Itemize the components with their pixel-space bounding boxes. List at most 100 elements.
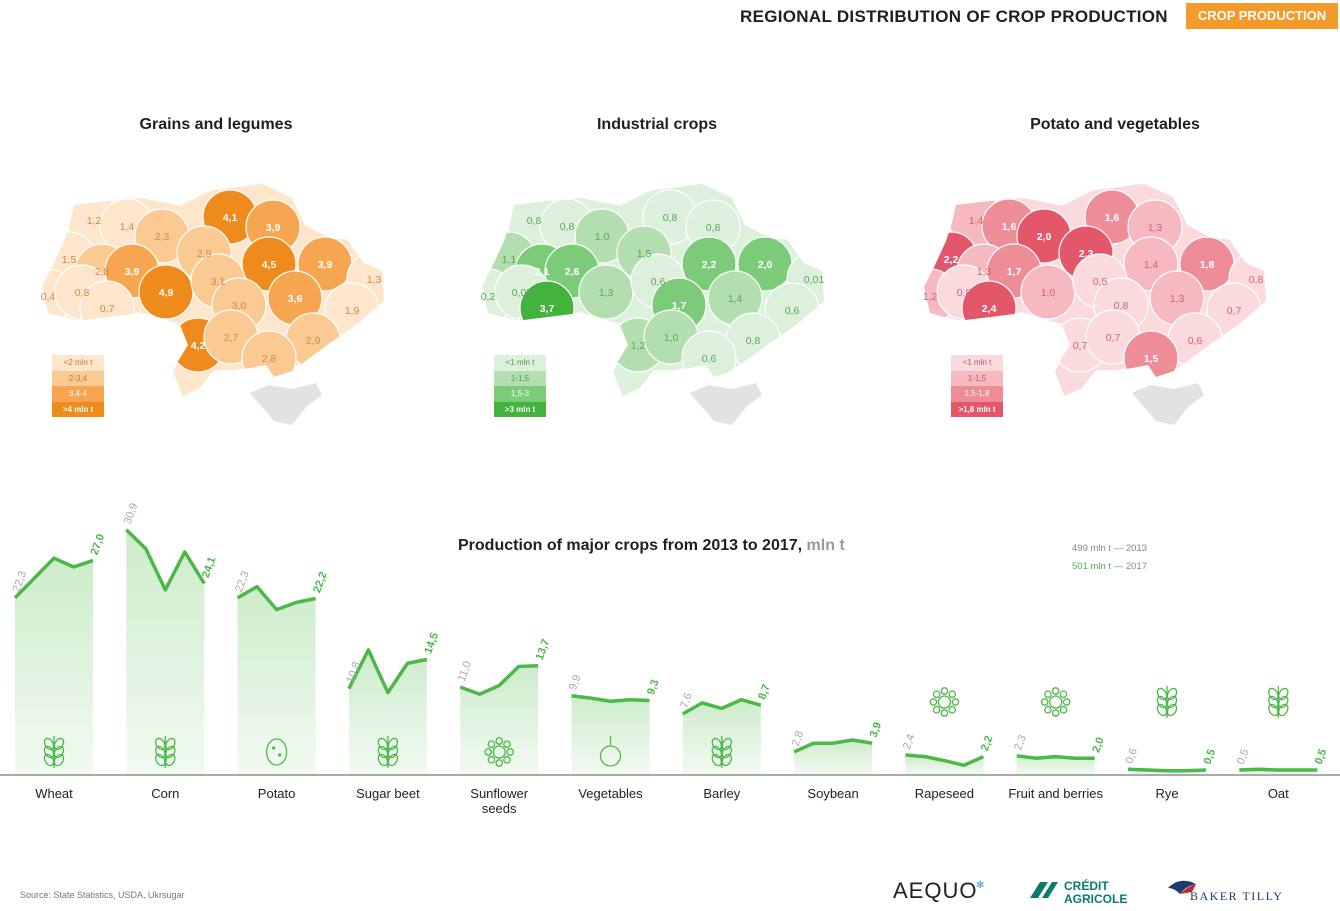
region-value: 3,9 <box>125 266 140 278</box>
crop-area <box>571 695 650 774</box>
region-value: 0,5 <box>1093 276 1108 288</box>
region-value: 1,2 <box>87 215 102 227</box>
legend-item: 1-1,5 <box>494 370 546 386</box>
region-value: 2,0 <box>758 259 773 271</box>
label-2017: 9,3 <box>645 678 662 696</box>
crop-area <box>1016 755 1095 774</box>
label-2013: 0,5 <box>1235 748 1252 766</box>
region-value: 1,6 <box>1105 212 1120 224</box>
crop-area <box>237 586 316 774</box>
region-value: 3,0 <box>232 300 247 312</box>
label-2017: 3,9 <box>868 721 885 739</box>
potato-legend: <1 mln t 1-1,5 1,5-1,8 >1,8 mln t <box>951 355 1003 417</box>
region-value: 2,2 <box>702 259 717 271</box>
legend-item: >3 mln t <box>494 401 546 417</box>
grains-map: 1,2 1,4 2,3 4,1 3,9 1,5 2,8 3,9 2,9 4,5 3,9 1,3 0,4 0… <box>41 182 385 425</box>
svg-text:BAKER TILLY: BAKER TILLY <box>1190 889 1283 903</box>
crop-label: Rye <box>1155 786 1179 801</box>
corn-icon <box>155 736 176 768</box>
map-title-potato: Potato and vegetables <box>1030 116 1200 133</box>
region-value: 0,7 <box>100 303 115 315</box>
label-2013: 9,9 <box>567 673 584 691</box>
cherry-icon <box>1040 687 1071 717</box>
region-value: 1,4 <box>969 215 984 227</box>
wheat-icon <box>43 736 65 768</box>
crop-production-chart: 22,327,030,924,122,3 22,210,814,511,013,7… <box>0 502 1340 776</box>
region-value: 1,5 <box>62 254 77 266</box>
region-value: 1,3 <box>599 287 614 299</box>
barley-icon <box>711 736 733 768</box>
region-value: 1,3 <box>977 266 992 278</box>
region-value: 1,6 <box>1002 221 1017 233</box>
crop-line <box>571 694 650 704</box>
region-value: 1,2 <box>631 340 646 352</box>
region-value: 2,8 <box>262 353 277 365</box>
crop-label: Sunflower seeds <box>470 786 529 816</box>
legend-2017: 501 mln t — 2017 <box>1072 558 1147 576</box>
region-value: 0,8 <box>527 215 542 227</box>
region-value: 2,4 <box>982 303 997 315</box>
legend-item: >4 mln t <box>52 401 104 417</box>
legend-item: 3,4-4 <box>52 386 104 402</box>
region-value: 2,6 <box>565 266 580 278</box>
label-2017: 22,2 <box>311 570 330 594</box>
rapeseed-icon <box>929 687 960 717</box>
label-2017: 2,0 <box>1090 736 1107 754</box>
region-value: 1,4 <box>1144 259 1159 271</box>
region-value: 1,0 <box>664 332 679 344</box>
region-value: 1,5 <box>1144 353 1159 365</box>
region-value: 0,2 <box>481 291 496 303</box>
crop-label: Soybean <box>807 786 859 801</box>
baker-tilly-logo-mark: BAKER TILLY <box>1168 880 1283 903</box>
region-value: 1,9 <box>345 305 360 317</box>
region-value: 0,7 <box>1106 332 1121 344</box>
legend-item: 1-1,5 <box>951 370 1003 386</box>
label-2013: 11,0 <box>456 660 474 683</box>
map-title-industrial: Industrial crops <box>596 116 718 133</box>
crop-label: Oat <box>1267 786 1289 801</box>
crop-line <box>793 738 873 754</box>
region-value: 2,9 <box>197 248 212 260</box>
crimea-shape <box>690 383 762 425</box>
crop-label: Potato <box>257 786 296 801</box>
crimea-shape <box>1132 383 1204 425</box>
credit-agricole-logo-mark: CRÉDIT AGRICOLE <box>1030 878 1127 906</box>
crop-line <box>681 697 762 716</box>
svg-text:✻: ✻ <box>976 880 984 891</box>
crop-line <box>1239 767 1318 772</box>
region-value: 2,3 <box>1079 248 1094 260</box>
region-value: 1,4 <box>120 221 135 233</box>
crop-line <box>459 663 539 696</box>
crop-line <box>905 753 985 768</box>
page-title: REGIONAL DISTRIBUTION OF CROP PRODUCTION <box>740 7 1168 26</box>
region-value: 0,8 <box>746 335 761 347</box>
legend-total-2013: 499 mln t <box>1072 543 1112 554</box>
crop-label: Vegetables <box>578 786 643 801</box>
crop-label: Barley <box>703 786 741 801</box>
legend-item: <2 mln t <box>52 355 104 371</box>
crop-area <box>348 649 427 774</box>
legend-total-2017: 501 mln t <box>1072 561 1112 572</box>
page-header: REGIONAL DISTRIBUTION OF CROP PRODUCTION… <box>0 0 1340 34</box>
region-value: 2,3 <box>155 231 170 243</box>
oat-icon <box>1268 686 1289 718</box>
label-2013: 7,6 <box>678 691 695 709</box>
region-value: 0,07 <box>512 287 533 299</box>
crop-area <box>905 755 984 774</box>
crop-label: Rapeseed <box>914 786 975 801</box>
legend-2013: 499 mln t — 2013 <box>1072 540 1147 558</box>
region-value: 0,8 <box>560 221 575 233</box>
crop-line <box>125 528 206 592</box>
label-2017: 24,1 <box>200 555 219 579</box>
svg-text:AEQUO: AEQUO <box>893 878 977 903</box>
region-value: 0,8 <box>1249 274 1264 286</box>
region-value: 4,2 <box>191 340 206 352</box>
label-2017: 14,5 <box>422 631 441 655</box>
credit-agricole-logo: CRÉDIT AGRICOLE <box>1028 876 1153 911</box>
region-value: 2,9 <box>306 335 321 347</box>
label-2017: 27,0 <box>89 532 108 556</box>
region-value: 3,7 <box>540 303 555 315</box>
crop-line <box>13 556 94 600</box>
region-value: 3,9 <box>266 222 281 234</box>
onion-icon <box>599 736 622 767</box>
